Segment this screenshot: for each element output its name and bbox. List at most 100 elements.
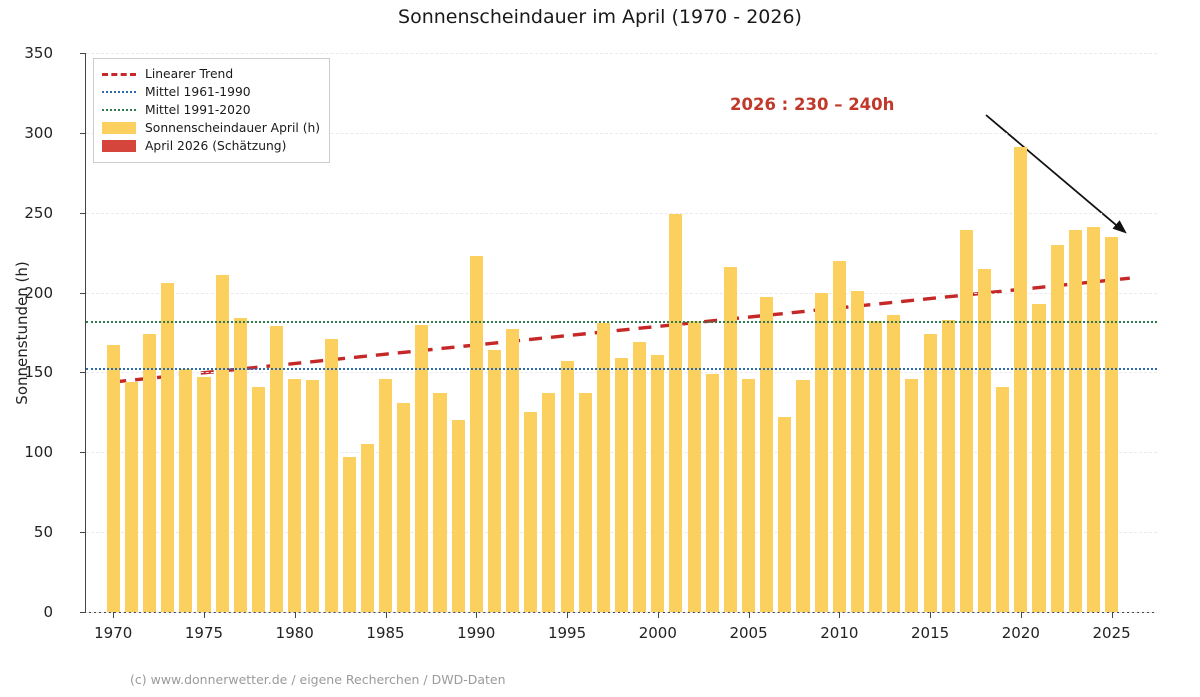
y-gridline xyxy=(86,212,1157,214)
bar-year-2023[interactable] xyxy=(1068,230,1082,612)
bar-year-2013[interactable] xyxy=(887,314,901,612)
bar-year-2022[interactable] xyxy=(1050,244,1064,612)
bar-year-1984[interactable] xyxy=(360,444,374,612)
x-tick-label: 2000 xyxy=(638,624,677,642)
bar-year-2001[interactable] xyxy=(669,214,683,612)
x-tick-label: 2025 xyxy=(1092,624,1131,642)
bar-year-1974[interactable] xyxy=(179,369,193,612)
bar-year-1995[interactable] xyxy=(560,361,574,612)
bar-year-2006[interactable] xyxy=(760,297,774,612)
bar-year-1999[interactable] xyxy=(633,342,647,612)
reference-line-1961-1990 xyxy=(86,367,1157,370)
legend-item-trend[interactable]: Linearer Trend xyxy=(102,65,320,83)
chart-title: Sonnenscheindauer im April (1970 - 2026) xyxy=(398,6,802,28)
bar-year-1997[interactable] xyxy=(596,322,610,612)
bar-year-1980[interactable] xyxy=(288,378,302,612)
legend-item-mean-1961-1990[interactable]: Mittel 1961-1990 xyxy=(102,83,320,101)
bar-year-2018[interactable] xyxy=(978,268,992,612)
bar-year-2000[interactable] xyxy=(651,354,665,612)
bar-year-1973[interactable] xyxy=(161,283,175,612)
x-tick-label: 1980 xyxy=(275,624,314,642)
bar-year-2024[interactable] xyxy=(1086,227,1100,612)
bar-year-1976[interactable] xyxy=(215,275,229,612)
x-tick-label: 2020 xyxy=(1001,624,1040,642)
bar-year-2019[interactable] xyxy=(996,386,1010,612)
bar-year-2011[interactable] xyxy=(850,290,864,612)
x-tick-mark xyxy=(294,612,296,618)
bar-year-2017[interactable] xyxy=(959,230,973,612)
legend-label: Mittel 1991-2020 xyxy=(145,103,251,117)
bar-year-2004[interactable] xyxy=(723,267,737,612)
bar-year-2010[interactable] xyxy=(832,260,846,612)
x-tick-label: 1970 xyxy=(94,624,133,642)
bar-year-2008[interactable] xyxy=(796,380,810,612)
reference-line-1991-2020 xyxy=(86,321,1157,324)
x-tick-mark xyxy=(839,612,841,618)
annotation-arrow-head xyxy=(1112,220,1127,234)
y-tick-mark xyxy=(80,132,86,134)
y-tick-label: 250 xyxy=(24,203,53,222)
x-tick-mark xyxy=(748,612,750,618)
x-tick-label: 2015 xyxy=(910,624,950,642)
legend-item-mean-1991-2020[interactable]: Mittel 1991-2020 xyxy=(102,101,320,119)
y-tick-label: 100 xyxy=(24,443,53,462)
dotted-blue-line-key-icon xyxy=(102,85,136,99)
legend-label: Linearer Trend xyxy=(145,67,234,81)
y-tick-mark xyxy=(80,532,86,534)
bar-year-1992[interactable] xyxy=(506,329,520,612)
bar-year-2005[interactable] xyxy=(742,378,756,612)
x-tick-mark xyxy=(113,612,115,618)
bar-year-1994[interactable] xyxy=(542,393,556,612)
y-tick-label: 0 xyxy=(43,603,53,621)
bar-year-1983[interactable] xyxy=(342,457,356,612)
bar-year-1987[interactable] xyxy=(415,324,429,612)
linear-trend-line xyxy=(113,276,1130,384)
bar-year-1993[interactable] xyxy=(524,412,538,612)
bar-year-2002[interactable] xyxy=(687,321,701,612)
bar-year-1998[interactable] xyxy=(614,358,629,612)
legend-label: April 2026 (Schätzung) xyxy=(145,139,287,153)
bar-year-1989[interactable] xyxy=(451,420,465,612)
y-tick-mark xyxy=(80,292,86,294)
bar-year-1971[interactable] xyxy=(124,382,138,612)
bar-year-1981[interactable] xyxy=(306,380,320,612)
y-tick-label: 300 xyxy=(24,123,53,142)
bar-year-1975[interactable] xyxy=(197,377,211,612)
bar-year-2016[interactable] xyxy=(941,319,955,612)
legend-item-estimate-2026[interactable]: April 2026 (Schätzung) xyxy=(102,137,320,155)
y-tick-mark xyxy=(80,212,86,214)
bar-year-1985[interactable] xyxy=(378,378,393,612)
bar-year-2014[interactable] xyxy=(905,378,919,612)
legend-item-sunshine-bars[interactable]: Sonnenscheindauer April (h) xyxy=(102,119,320,137)
bar-year-2025[interactable] xyxy=(1105,236,1119,612)
y-tick-mark xyxy=(80,612,86,613)
bar-year-1970[interactable] xyxy=(106,345,120,612)
bar-year-1996[interactable] xyxy=(578,393,592,612)
bar-year-2020[interactable] xyxy=(1014,147,1028,612)
bar-year-1986[interactable] xyxy=(397,402,411,612)
x-tick-label: 2010 xyxy=(820,624,859,642)
bar-year-2003[interactable] xyxy=(705,374,719,612)
bar-year-1972[interactable] xyxy=(142,334,157,612)
estimate-annotation: 2026 : 230 – 240h xyxy=(730,95,895,114)
plot-area: 0 50 100 150 200 250 300 350 Sonnenstunden (h) 19… xyxy=(13,44,1157,642)
bar-year-2021[interactable] xyxy=(1032,303,1046,612)
bar-year-2007[interactable] xyxy=(778,417,792,612)
bar-year-1982[interactable] xyxy=(324,338,338,612)
dotted-green-line-key-icon xyxy=(102,103,136,117)
y-tick-mark xyxy=(80,372,86,374)
x-tick-label: 1995 xyxy=(547,624,587,642)
x-tick-mark xyxy=(1111,612,1113,618)
bar-year-1979[interactable] xyxy=(270,326,284,612)
bar-year-1978[interactable] xyxy=(251,386,265,612)
bar-year-1990[interactable] xyxy=(469,255,483,612)
x-tick-mark xyxy=(567,612,569,618)
bar-year-1977[interactable] xyxy=(233,318,247,612)
bar-year-2015[interactable] xyxy=(923,334,937,612)
y-gridline xyxy=(86,612,1157,613)
bar-year-2009[interactable] xyxy=(814,292,828,612)
bar-year-1991[interactable] xyxy=(487,350,501,612)
bar-year-2012[interactable] xyxy=(869,321,883,612)
bar-year-1988[interactable] xyxy=(433,393,447,612)
